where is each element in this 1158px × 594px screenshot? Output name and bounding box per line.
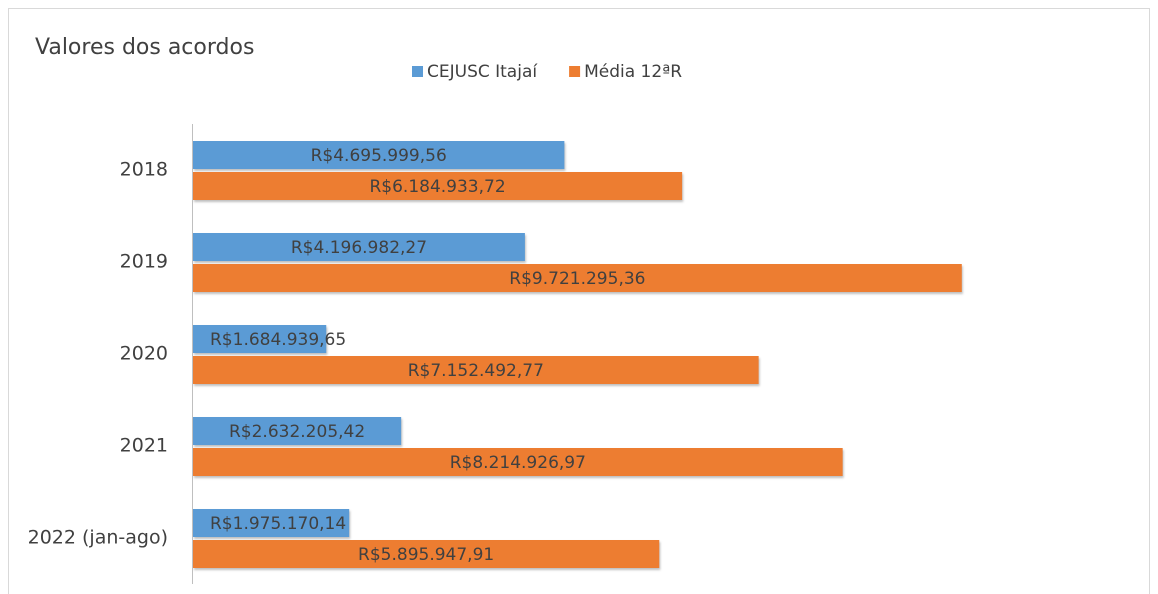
y-tick-label: 2021 [120, 435, 168, 457]
y-tick-label: 2020 [120, 343, 168, 365]
legend-label: CEJUSC Itajaí [427, 62, 538, 82]
legend-swatch [569, 66, 581, 77]
data-label: R$4.695.999,56 [311, 146, 447, 166]
y-tick-label: 2018 [120, 159, 168, 181]
bar [193, 448, 843, 476]
legend-label: Média 12ªR [584, 62, 682, 82]
data-label: R$1.684.939,65 [210, 330, 346, 350]
bar [193, 233, 525, 261]
bar [193, 417, 402, 445]
chart-title: Valores dos acordos [35, 35, 254, 60]
chart-frame [8, 8, 1150, 594]
bar [193, 172, 683, 200]
y-tick-label: 2019 [120, 251, 168, 273]
data-label: R$9.721.295,36 [509, 269, 645, 289]
bar [193, 356, 759, 384]
data-label: R$6.184.933,72 [369, 177, 505, 197]
bar [193, 264, 962, 292]
data-label: R$7.152.492,77 [408, 361, 544, 381]
data-label: R$8.214.926,97 [450, 453, 586, 473]
data-label: R$1.975.170,14 [210, 514, 346, 534]
bar [193, 540, 660, 568]
bar [193, 141, 565, 169]
legend-swatch [412, 66, 423, 77]
data-label: R$2.632.205,42 [229, 422, 365, 442]
data-label: R$4.196.982,27 [291, 238, 427, 258]
data-label: R$5.895.947,91 [358, 545, 494, 565]
bar [193, 509, 350, 537]
bar [193, 325, 327, 353]
y-tick-label: 2022 (jan-ago) [28, 527, 168, 549]
